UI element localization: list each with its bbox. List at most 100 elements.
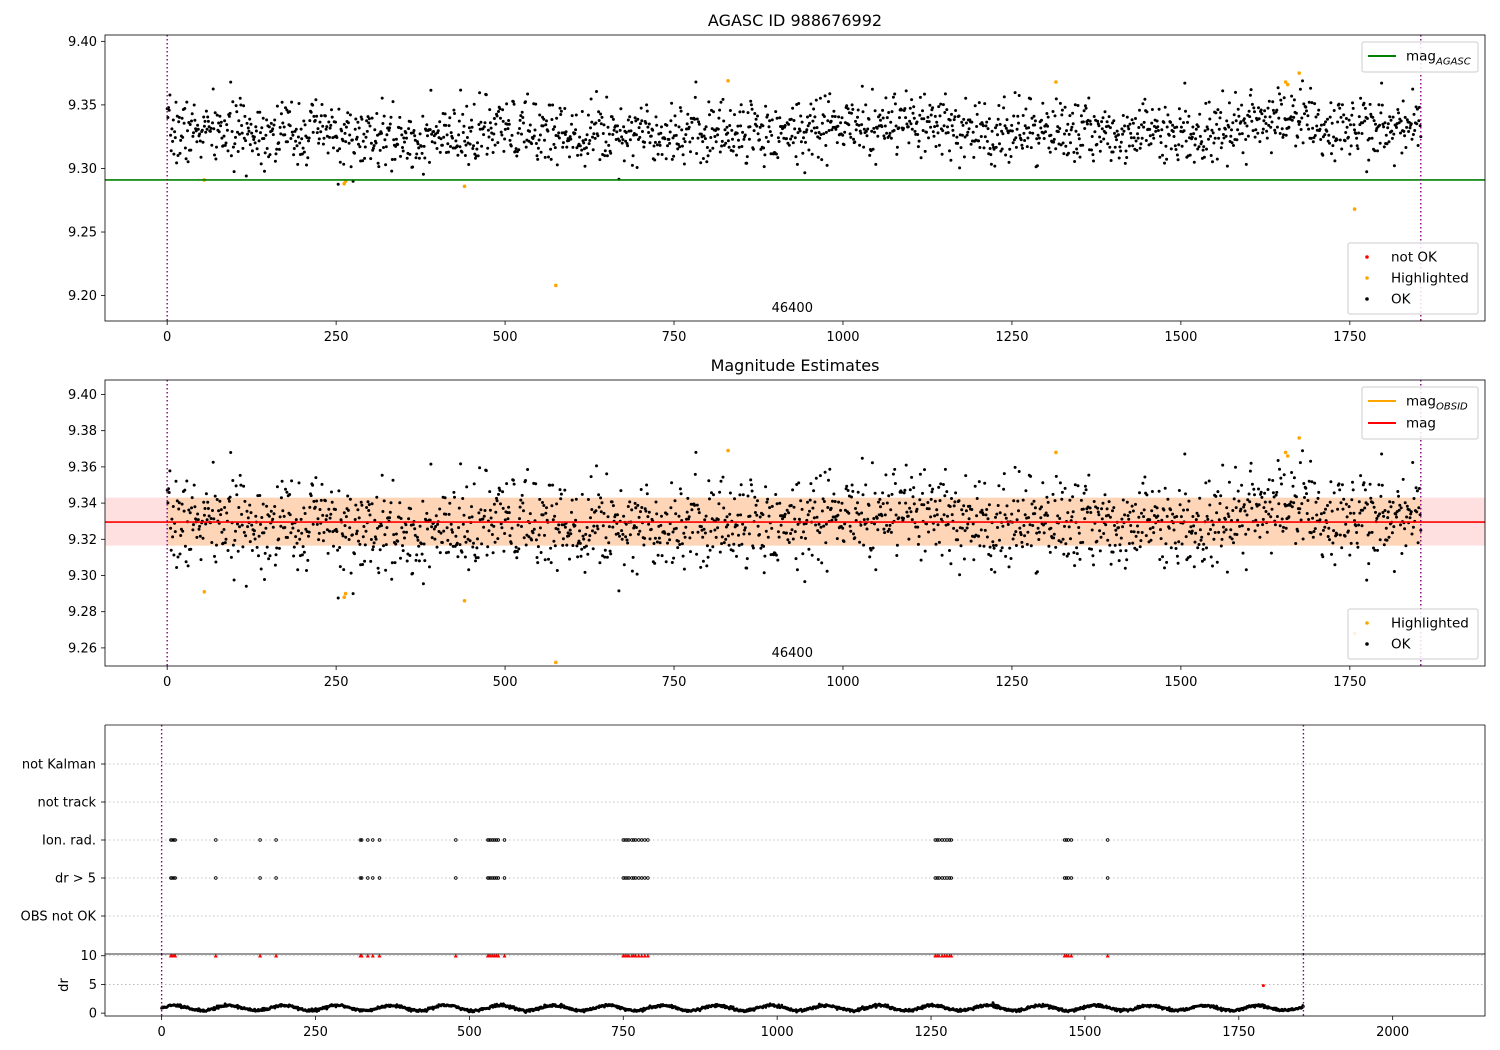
top-legend-lines: magAGASC <box>1361 41 1479 73</box>
top-y-tick-label: 9.40 <box>68 35 97 50</box>
mid-ok-point <box>960 508 964 512</box>
mid-ok-point <box>440 541 444 544</box>
mid-ok-point <box>1127 542 1131 545</box>
mid-ok-point <box>354 503 358 507</box>
mid-ok-point <box>1299 518 1303 522</box>
top-ok-point <box>348 113 352 117</box>
top-ok-point <box>890 110 894 114</box>
mid-ok-point <box>521 501 525 505</box>
mid-ok-point <box>1378 538 1382 542</box>
mid-ok-point <box>561 537 565 541</box>
mid-ok-point <box>1317 490 1321 494</box>
top-ok-point <box>463 154 467 157</box>
top-ok-point <box>867 117 871 121</box>
top-ok-point <box>291 133 295 137</box>
mid-ok-point <box>376 566 380 570</box>
mid-ok-point <box>796 522 800 526</box>
top-ok-point <box>417 156 421 160</box>
mid-ok-point <box>1249 461 1253 465</box>
mid-ok-point <box>713 528 717 532</box>
top-ok-point <box>950 124 954 128</box>
mid-ok-point <box>833 500 837 503</box>
mid-ok-point <box>732 542 736 546</box>
top-ok-point <box>611 133 615 136</box>
top-ok-point <box>1362 101 1366 105</box>
mid-ok-point <box>359 500 363 504</box>
mid-ok-point <box>912 502 916 506</box>
mid-ok-point <box>1097 513 1101 517</box>
mid-ok-point <box>1242 505 1246 509</box>
top-ok-point <box>569 137 573 141</box>
mid-ok-point <box>1236 489 1240 493</box>
top-ok-point <box>499 130 503 134</box>
mid-ok-point <box>536 561 540 565</box>
top-ok-point <box>887 111 891 114</box>
mid-ok-point <box>175 566 179 569</box>
top-ok-point <box>389 115 393 119</box>
mid-ok-point <box>1031 524 1035 527</box>
top-ok-point <box>716 133 720 137</box>
top-ok-point <box>895 145 899 149</box>
mid-ok-point <box>968 504 972 508</box>
top-ok-point <box>1323 133 1327 137</box>
mid-ok-point <box>265 504 269 508</box>
top-ok-point <box>1250 119 1254 123</box>
top-ok-point <box>539 150 543 154</box>
top-ok-point <box>253 141 257 145</box>
mid-ok-point <box>300 553 304 557</box>
mid-ok-point <box>245 509 249 513</box>
top-x-tick-label: 1500 <box>1164 330 1197 345</box>
mid-ok-point <box>1021 545 1024 549</box>
mid-ok-point <box>346 508 350 512</box>
top-ok-point <box>585 133 589 137</box>
top-ok-point <box>604 140 608 144</box>
mid-ok-point <box>878 497 882 501</box>
top-ok-point <box>1307 127 1311 131</box>
mid-ok-point <box>404 523 408 527</box>
mid-ok-point <box>740 542 744 546</box>
top-ok-point <box>247 129 251 133</box>
mid-ok-point <box>467 516 471 520</box>
mid-ok-point <box>1139 539 1143 543</box>
top-ok-point <box>601 132 605 135</box>
mid-ok-point <box>992 546 996 550</box>
mid-ok-point <box>1189 525 1193 529</box>
mid-ok-point <box>1305 512 1309 515</box>
mid-ok-point <box>272 512 276 516</box>
mid-ok-point <box>202 513 206 517</box>
top-ok-point <box>1229 134 1233 138</box>
top-ok-point <box>1152 136 1156 140</box>
mid-ok-point <box>212 517 216 521</box>
top-ok-point <box>430 140 434 144</box>
mid-ok-point <box>391 478 395 482</box>
mid-ok-point <box>1023 534 1027 538</box>
top-ok-point <box>688 140 692 144</box>
mid-ok-point <box>900 490 903 494</box>
mid-ok-point <box>610 500 614 504</box>
mid-ok-point <box>704 514 708 518</box>
mid-ok-point <box>565 543 569 547</box>
mid-ok-point <box>320 482 324 486</box>
mid-ok-point <box>189 547 193 551</box>
mid-ok-point <box>1186 508 1189 512</box>
top-ok-point <box>1198 112 1202 116</box>
top-ok-point <box>324 127 328 131</box>
top-ok-point <box>622 159 626 163</box>
top-ok-point <box>689 150 692 154</box>
top-ok-point <box>232 170 236 174</box>
mid-ok-point <box>417 559 421 563</box>
mid-ok-point <box>1109 562 1113 566</box>
top-ok-point <box>1029 97 1033 101</box>
mid-ok-point <box>805 518 809 522</box>
mid-ok-point <box>173 530 177 534</box>
mid-ok-point <box>916 525 920 529</box>
top-ok-point <box>939 102 943 106</box>
top-ok-point <box>682 137 686 141</box>
top-ok-point <box>255 147 259 151</box>
mid-ok-point <box>512 482 516 486</box>
top-ok-point <box>319 130 323 134</box>
mid-ok-point <box>1405 504 1409 508</box>
mid-ok-point <box>514 545 518 549</box>
top-ok-point <box>346 111 350 115</box>
mid-ok-point <box>941 483 945 486</box>
